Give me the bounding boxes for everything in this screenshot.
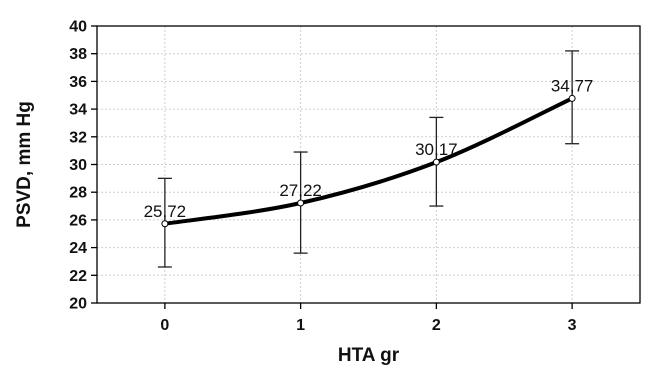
y-tick-label: 40 xyxy=(69,19,87,36)
data-label: 25,72 xyxy=(144,202,187,221)
x-tick-label: 0 xyxy=(160,317,169,334)
data-point xyxy=(432,158,440,166)
y-tick-label: 38 xyxy=(69,46,87,63)
data-point xyxy=(161,220,169,228)
y-tick-label: 34 xyxy=(69,102,87,119)
data-label: 27,22 xyxy=(279,181,322,200)
data-label: 30,17 xyxy=(415,140,458,159)
y-tick-label: 30 xyxy=(69,157,87,174)
data-point xyxy=(297,199,305,207)
y-axis-title: PSVD, mm Hg xyxy=(14,101,35,228)
y-tick-label: 28 xyxy=(69,185,87,202)
data-point xyxy=(568,94,576,102)
x-axis-title: HTA gr xyxy=(338,345,400,366)
x-tick-label: 3 xyxy=(568,317,577,334)
y-tick-label: 26 xyxy=(69,212,87,229)
data-points xyxy=(161,94,576,228)
y-tick-label: 20 xyxy=(69,296,87,313)
x-tick-label: 1 xyxy=(296,317,305,334)
y-tick-label: 22 xyxy=(69,268,87,285)
x-tick-label: 2 xyxy=(432,317,441,334)
data-label: 34,77 xyxy=(551,76,594,95)
y-tick-label: 36 xyxy=(69,74,87,91)
axis-ticks: 20 22 24 26 28 30 32 34 36 38 40 0 1 2 3 xyxy=(69,19,576,335)
data-labels: 25,72 27,22 30,17 34,77 xyxy=(144,76,594,220)
series-line xyxy=(162,96,575,226)
y-tick-label: 32 xyxy=(69,129,87,146)
y-tick-label: 24 xyxy=(69,240,87,257)
